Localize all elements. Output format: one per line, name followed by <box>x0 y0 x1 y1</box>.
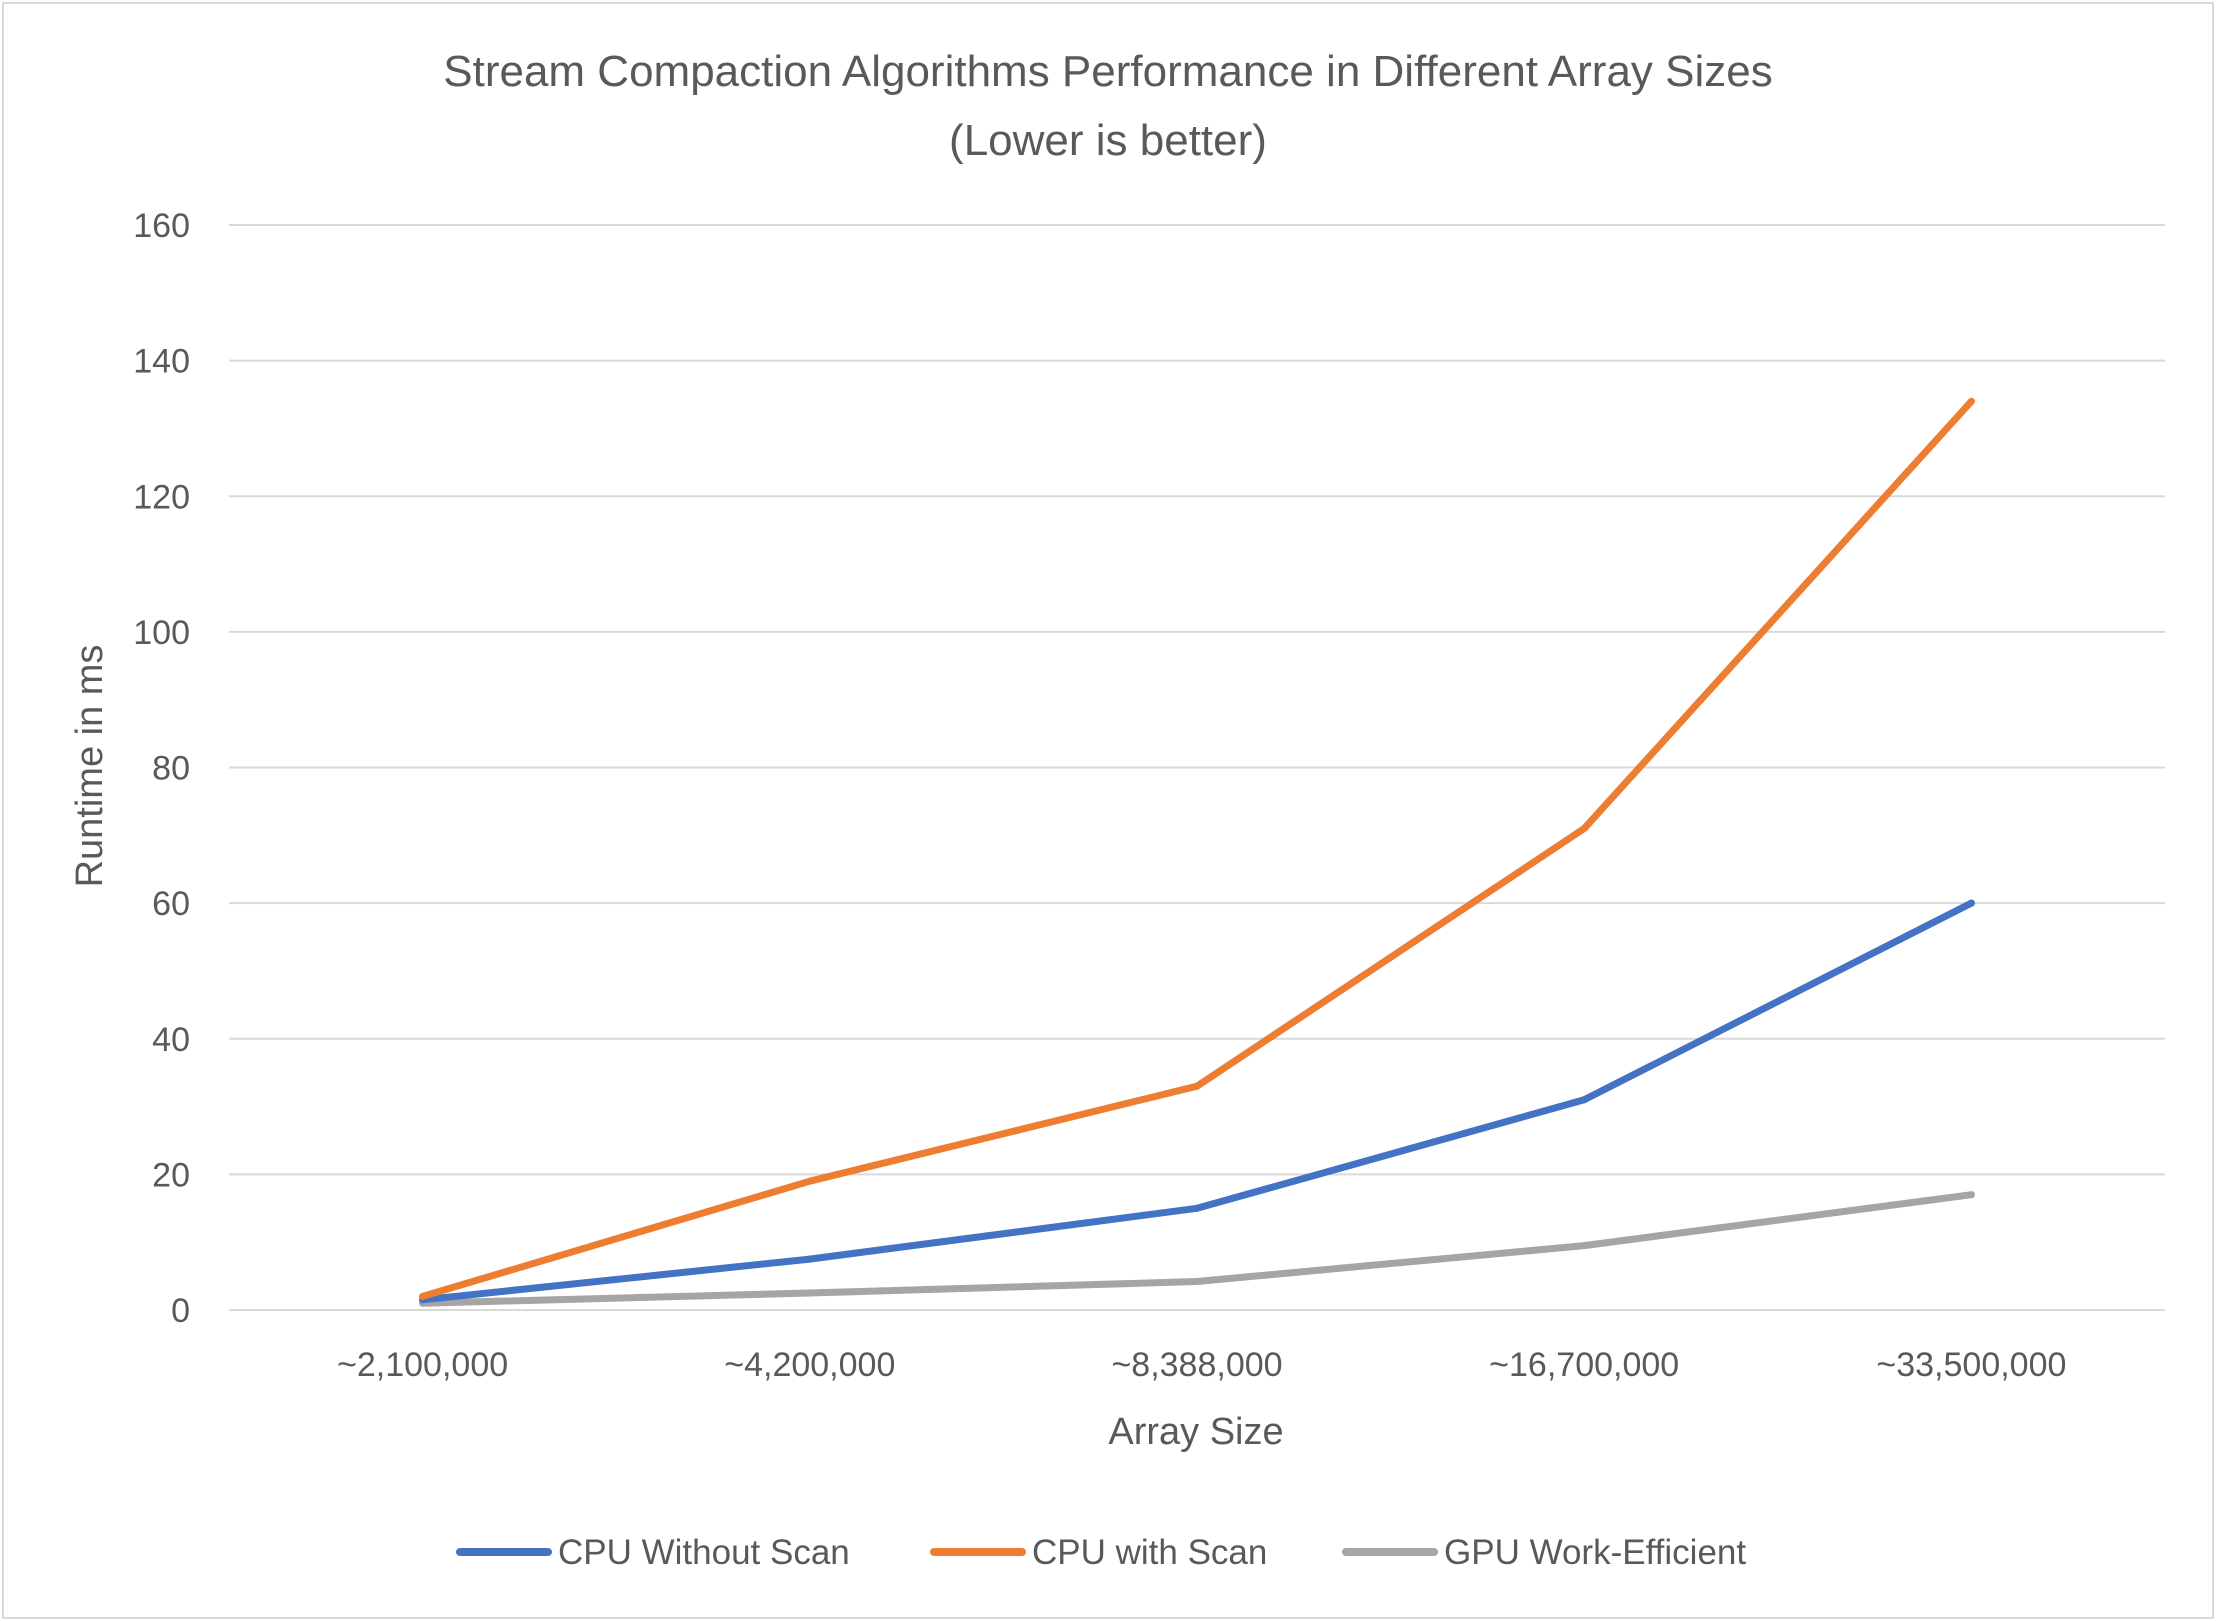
x-axis-title: Array Size <box>1108 1411 1283 1453</box>
series-lines <box>419 397 1975 1307</box>
data-point <box>806 1289 814 1297</box>
data-point <box>1193 1204 1201 1212</box>
legend-label: GPU Work-Efficient <box>1444 1533 1746 1572</box>
y-tick-label: 20 <box>152 1156 190 1194</box>
data-point <box>1580 1096 1588 1104</box>
data-point <box>806 1177 814 1185</box>
data-point <box>1967 397 1975 405</box>
x-tick-label: ~8,388,000 <box>1111 1346 1282 1384</box>
data-point <box>1967 899 1975 907</box>
x-tick-label: ~2,100,000 <box>337 1346 508 1384</box>
legend: CPU Without Scan CPU with Scan GPU Work-Ef… <box>456 1533 1746 1572</box>
data-point <box>806 1255 814 1263</box>
y-tick-label: 40 <box>152 1021 190 1059</box>
series-line-cpu-with-scan <box>419 397 1975 1300</box>
y-tick-label: 160 <box>133 207 190 245</box>
y-tick-label: 120 <box>133 478 190 516</box>
y-tick-label: 100 <box>133 614 190 652</box>
data-point <box>1193 1278 1201 1286</box>
series-line-cpu-without-scan <box>419 899 1975 1304</box>
y-tick-label: 60 <box>152 885 190 923</box>
x-tick-label: ~16,700,000 <box>1489 1346 1679 1384</box>
data-point <box>1967 1191 1975 1199</box>
data-point <box>1193 1082 1201 1090</box>
y-tick-label: 140 <box>133 343 190 381</box>
x-tick-label: ~4,200,000 <box>724 1346 895 1384</box>
data-point <box>1580 1242 1588 1250</box>
y-tick-label: 80 <box>152 750 190 788</box>
x-axis-ticks: ~2,100,000 ~4,200,000 ~8,388,000 ~16,700,00… <box>337 1346 2066 1384</box>
y-tick-label: 0 <box>171 1292 190 1330</box>
y-axis-title: Runtime in ms <box>69 645 111 888</box>
legend-label: CPU with Scan <box>1032 1533 1267 1572</box>
legend-label: CPU Without Scan <box>558 1533 850 1572</box>
chart-subtitle: (Lower is better) <box>949 116 1267 165</box>
data-point <box>419 1292 427 1300</box>
gridlines <box>229 224 2165 1311</box>
data-point <box>1580 825 1588 833</box>
y-axis-ticks: 0 20 40 60 80 100 120 140 160 <box>133 207 190 1330</box>
chart-title: Stream Compaction Algorithms Performance… <box>443 47 1773 96</box>
x-tick-label: ~33,500,000 <box>1876 1346 2066 1384</box>
